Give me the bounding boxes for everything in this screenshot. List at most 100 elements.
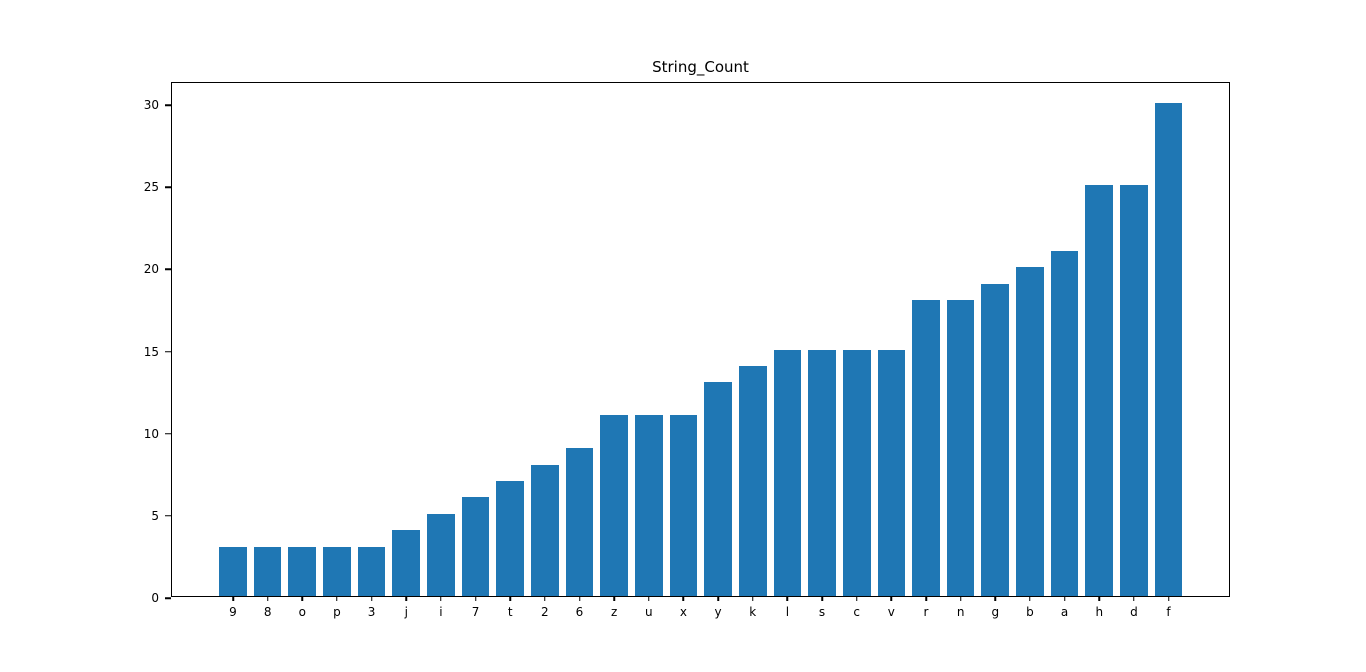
y-tick-label-0: 0 xyxy=(151,591,159,605)
y-tick-mark xyxy=(165,104,171,106)
x-tick-mark xyxy=(890,596,893,601)
y-tick-mark xyxy=(165,350,171,353)
x-tick-mark xyxy=(925,596,927,601)
x-tick-label-x: x xyxy=(679,605,687,619)
x-tick-label-f: f xyxy=(1166,605,1171,619)
y-tick-mark xyxy=(165,268,171,271)
x-tick-mark xyxy=(301,596,304,601)
y-tick-label-20: 20 xyxy=(143,262,159,277)
x-tick-mark xyxy=(1098,596,1100,601)
bar-c xyxy=(842,349,871,596)
x-tick-mark xyxy=(1029,596,1031,601)
bar-9 xyxy=(219,546,247,596)
x-tick-label-l: l xyxy=(785,605,790,619)
x-tick-mark xyxy=(370,596,373,601)
y-tick-mark xyxy=(165,432,171,435)
bar-h xyxy=(1085,185,1114,596)
x-tick-mark xyxy=(717,596,719,601)
x-tick-label-a: a xyxy=(1060,605,1069,619)
bar-k xyxy=(738,366,767,596)
x-tick-label-i: i xyxy=(439,605,443,619)
x-tick-mark xyxy=(682,596,685,601)
x-tick-label-j: j xyxy=(404,605,408,619)
x-tick-label-z: z xyxy=(610,605,618,619)
x-tick-label-s: s xyxy=(818,605,826,619)
x-tick-label-b: b xyxy=(1026,605,1034,619)
x-tick-label-c: c xyxy=(853,605,860,619)
x-tick-mark xyxy=(1133,596,1135,601)
y-tick-mark xyxy=(165,597,171,599)
y-tick-label-15: 15 xyxy=(143,344,159,359)
bar-7 xyxy=(461,497,490,596)
bar-8 xyxy=(253,546,282,596)
bar-j xyxy=(392,530,421,596)
bar-b xyxy=(1016,267,1044,596)
bar-d xyxy=(1120,185,1148,596)
x-tick-label-v: v xyxy=(887,605,895,619)
y-tick-label-25: 25 xyxy=(143,180,159,195)
x-tick-label-g: g xyxy=(991,605,1000,619)
x-tick-label-y: y xyxy=(714,605,722,619)
y-tick-mark xyxy=(165,515,171,517)
chart-title: String_Count xyxy=(652,58,749,76)
bar-2 xyxy=(531,464,559,596)
x-tick-label-3: 3 xyxy=(367,605,376,619)
bar-p xyxy=(323,546,351,596)
x-tick-mark xyxy=(994,596,997,601)
bar-x xyxy=(669,415,698,596)
x-tick-label-p: p xyxy=(333,605,341,619)
x-tick-label-9: 9 xyxy=(229,605,237,619)
x-tick-mark xyxy=(405,596,407,601)
bar-g xyxy=(981,283,1010,596)
bar-o xyxy=(288,546,317,596)
x-tick-mark xyxy=(752,596,754,601)
x-tick-label-h: h xyxy=(1095,605,1104,619)
bar-f xyxy=(1154,103,1183,596)
x-tick-label-2: 2 xyxy=(541,605,549,619)
x-tick-mark xyxy=(509,596,511,601)
x-tick-mark xyxy=(578,596,581,601)
x-tick-mark xyxy=(266,596,269,601)
x-tick-mark xyxy=(613,596,615,601)
y-tick-mark xyxy=(165,186,171,189)
x-tick-label-d: d xyxy=(1130,605,1138,619)
x-tick-mark xyxy=(959,596,962,601)
x-tick-label-t: t xyxy=(507,605,513,619)
bar-n xyxy=(946,300,975,596)
plot-area: 9 8 o p 3 j i 7 t 2 6 z u x y k l s c v r n g b a h d f 0 5 10 15 20 25 30 xyxy=(144,82,1230,619)
y-tick-label-30: 30 xyxy=(143,98,159,113)
bar-z xyxy=(600,415,628,596)
bar-a xyxy=(1050,251,1079,596)
x-tick-mark xyxy=(474,596,477,601)
y-tick-label-10: 10 xyxy=(143,426,159,441)
x-tick-mark xyxy=(1063,596,1066,601)
bar-u xyxy=(634,415,663,596)
bar-3 xyxy=(357,546,386,596)
x-tick-mark xyxy=(440,596,442,601)
x-tick-label-k: k xyxy=(749,605,757,619)
x-tick-mark xyxy=(821,596,823,601)
bar-y xyxy=(704,382,732,596)
x-tick-mark xyxy=(1167,596,1170,601)
bar-t xyxy=(496,481,525,596)
bar-i xyxy=(427,513,455,596)
bar-r xyxy=(912,300,940,596)
x-tick-mark xyxy=(232,596,234,601)
bar-6 xyxy=(565,448,594,596)
x-tick-label-o: o xyxy=(298,605,306,619)
x-tick-mark xyxy=(786,596,789,601)
x-tick-label-6: 6 xyxy=(575,605,584,619)
bar-l xyxy=(773,349,802,596)
x-tick-label-7: 7 xyxy=(471,605,480,619)
x-tick-mark xyxy=(855,596,858,601)
x-tick-label-r: r xyxy=(923,605,929,619)
x-tick-mark xyxy=(544,596,546,601)
bar-v xyxy=(877,349,906,596)
x-tick-mark xyxy=(648,596,650,601)
x-tick-label-8: 8 xyxy=(263,605,272,619)
x-tick-label-n: n xyxy=(956,605,965,619)
x-tick-label-u: u xyxy=(644,605,653,619)
bar-s xyxy=(808,349,836,596)
y-tick-label-5: 5 xyxy=(151,508,159,523)
